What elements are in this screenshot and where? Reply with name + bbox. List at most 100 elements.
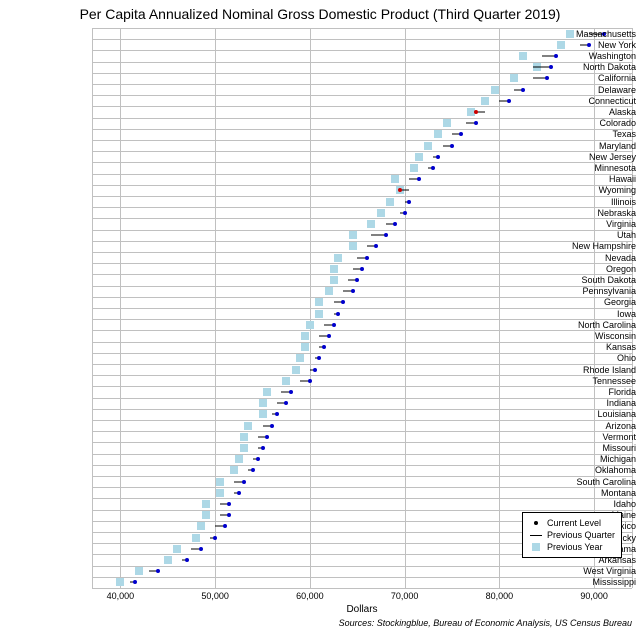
state-label: Idaho <box>548 499 636 509</box>
prev-year-marker <box>330 265 338 273</box>
current-level-marker <box>474 121 478 125</box>
prev-year-marker <box>230 466 238 474</box>
chart-container: Per Capita Annualized Nominal Gross Dome… <box>0 0 640 640</box>
current-level-marker <box>308 379 312 383</box>
current-level-marker <box>227 502 231 506</box>
prev-year-marker <box>334 254 342 262</box>
state-label: Nebraska <box>548 208 636 218</box>
prev-year-marker <box>240 433 248 441</box>
gridline-vertical <box>215 28 216 588</box>
prev-year-marker <box>301 343 309 351</box>
legend-label: Previous Year <box>547 542 603 552</box>
x-axis-title: Dollars <box>346 604 377 615</box>
state-label: South Carolina <box>548 477 636 487</box>
current-level-marker <box>336 312 340 316</box>
state-label: Utah <box>548 230 636 240</box>
x-tick-label: 60,000 <box>296 591 324 601</box>
prev-year-marker <box>296 354 304 362</box>
state-label: Maryland <box>548 141 636 151</box>
prev-year-marker <box>282 377 290 385</box>
current-level-marker <box>436 155 440 159</box>
legend-row: Previous Year <box>529 541 615 553</box>
gridline-vertical <box>405 28 406 588</box>
state-label: Pennsylvania <box>548 286 636 296</box>
gridline-vertical <box>120 28 121 588</box>
x-tick-label: 50,000 <box>201 591 229 601</box>
current-level-marker <box>227 513 231 517</box>
legend-label: Previous Quarter <box>547 530 615 540</box>
state-label: Ohio <box>548 353 636 363</box>
legend-line-icon <box>530 535 542 536</box>
state-label: Vermont <box>548 432 636 442</box>
prev-year-marker <box>377 209 385 217</box>
state-label: Rhode Island <box>548 365 636 375</box>
prev-year-marker <box>192 534 200 542</box>
state-label: Nevada <box>548 253 636 263</box>
current-level-marker <box>317 356 321 360</box>
current-level-marker <box>355 278 359 282</box>
state-label: Delaware <box>548 85 636 95</box>
current-level-marker <box>403 211 407 215</box>
state-label: New Hampshire <box>548 241 636 251</box>
state-label: Georgia <box>548 297 636 307</box>
legend-label: Current Level <box>547 518 601 528</box>
prev-year-marker <box>173 545 181 553</box>
state-label: New Jersey <box>548 152 636 162</box>
state-label: Tennessee <box>548 376 636 386</box>
state-label: Illinois <box>548 197 636 207</box>
legend-row: Current Level <box>529 517 615 529</box>
current-level-marker <box>261 446 265 450</box>
current-level-marker <box>507 99 511 103</box>
legend-dot-icon <box>534 521 538 525</box>
prev-year-marker <box>510 74 518 82</box>
prev-year-marker <box>116 578 124 586</box>
state-label: Minnesota <box>548 163 636 173</box>
current-level-marker <box>360 267 364 271</box>
gridline-vertical <box>499 28 500 588</box>
current-level-marker <box>213 536 217 540</box>
current-level-marker <box>185 558 189 562</box>
prev-year-marker <box>410 164 418 172</box>
current-level-marker <box>265 435 269 439</box>
current-level-marker <box>237 491 241 495</box>
chart-title: Per Capita Annualized Nominal Gross Dome… <box>0 6 640 22</box>
prev-year-marker <box>216 478 224 486</box>
prev-year-marker <box>415 153 423 161</box>
prev-year-marker <box>240 444 248 452</box>
prev-year-marker <box>443 119 451 127</box>
current-level-marker <box>393 222 397 226</box>
prev-year-marker <box>325 287 333 295</box>
current-level-marker <box>242 480 246 484</box>
legend: Current Level Previous Quarter Previous Ye… <box>522 512 622 558</box>
state-label: Kansas <box>548 342 636 352</box>
state-label: Washington <box>548 51 636 61</box>
current-level-marker <box>256 457 260 461</box>
state-label: Wisconsin <box>548 331 636 341</box>
prev-year-marker <box>330 276 338 284</box>
prev-year-marker <box>301 332 309 340</box>
state-label: Colorado <box>548 118 636 128</box>
current-level-marker <box>313 368 317 372</box>
current-level-marker <box>431 166 435 170</box>
prev-year-marker <box>349 231 357 239</box>
current-level-marker <box>289 390 293 394</box>
prev-year-marker <box>315 310 323 318</box>
current-level-marker <box>275 412 279 416</box>
state-label: Alaska <box>548 107 636 117</box>
state-label: Arizona <box>548 421 636 431</box>
prev-year-marker <box>491 86 499 94</box>
current-level-marker <box>133 580 137 584</box>
current-level-marker <box>199 547 203 551</box>
state-label: Massachusetts <box>548 29 636 39</box>
prev-year-marker <box>306 321 314 329</box>
state-label: West Virginia <box>548 566 636 576</box>
prev-year-marker <box>367 220 375 228</box>
current-level-marker <box>417 177 421 181</box>
prev-year-marker <box>434 130 442 138</box>
prev-year-marker <box>164 556 172 564</box>
current-level-marker <box>270 424 274 428</box>
gridline-horizontal <box>92 588 632 589</box>
current-level-marker <box>474 110 478 114</box>
current-level-marker <box>341 300 345 304</box>
current-level-marker <box>521 88 525 92</box>
